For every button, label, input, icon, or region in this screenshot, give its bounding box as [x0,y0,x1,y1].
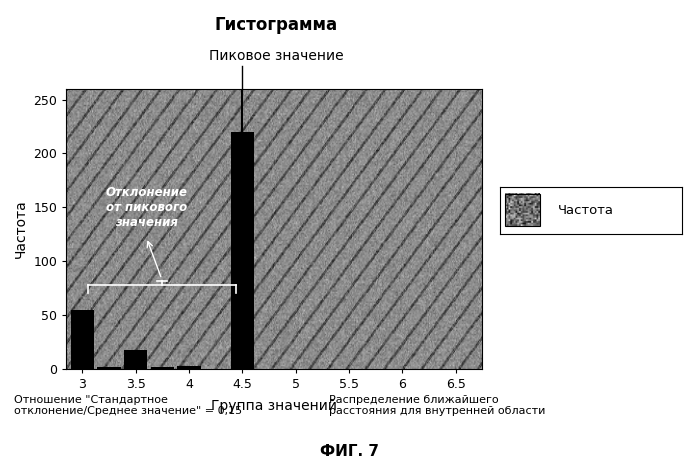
Text: Распределение ближайшего
расстояния для внутренней области: Распределение ближайшего расстояния для … [329,395,545,416]
X-axis label: Группа значений: Группа значений [211,399,338,413]
Bar [151,367,174,369]
Y-axis label: Частота: Частота [14,199,28,258]
Text: Отношение "Стандартное
отклонение/Среднее значение" = 0,15: Отношение "Стандартное отклонение/Средне… [14,395,242,416]
Bar [124,349,147,369]
Bar [231,132,254,369]
Bar [97,367,121,369]
Text: Частота: Частота [558,204,614,217]
Text: Отклонение
от пикового
значения: Отклонение от пикового значения [106,186,187,229]
Bar [71,310,94,369]
Bar [178,366,201,369]
Text: ФИГ. 7: ФИГ. 7 [320,444,379,459]
Text: Пиковое значение: Пиковое значение [209,49,343,63]
Text: Гистограмма: Гистограмма [215,16,338,35]
